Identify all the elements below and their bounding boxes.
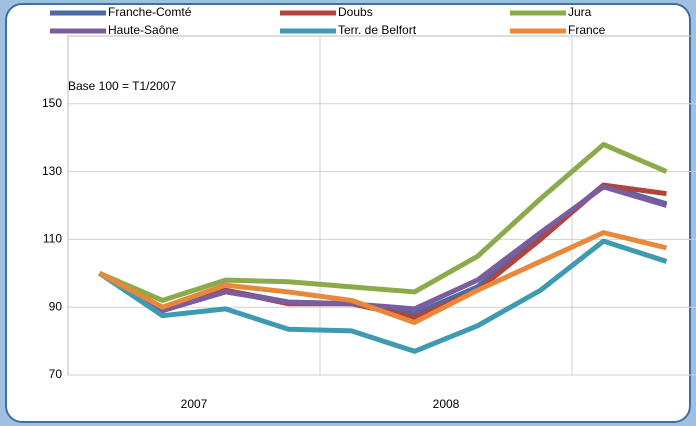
series-line [98, 230, 668, 325]
series-line [98, 184, 668, 314]
annotation: Base 100 = T1/2007 [68, 79, 177, 93]
x-group-label: 2008 [433, 397, 460, 411]
y-tick-label: 90 [49, 299, 63, 313]
series-line [98, 141, 668, 303]
y-tick-label: 70 [49, 367, 63, 381]
y-tick-label: 150 [42, 96, 62, 110]
chart-frame [5, 3, 691, 423]
legend-label: France [568, 23, 606, 37]
y-tick-label: 130 [42, 164, 62, 178]
legend-label: Doubs [338, 5, 373, 19]
x-group-label: 2007 [181, 397, 208, 411]
legend-label: Haute-Saône [108, 23, 179, 37]
legend-label: Terr. de Belfort [338, 23, 417, 37]
legend-label: Franche-Comté [108, 5, 192, 19]
series-line [98, 238, 668, 354]
legend-label: Jura [568, 5, 592, 19]
y-tick-label: 110 [43, 232, 62, 246]
